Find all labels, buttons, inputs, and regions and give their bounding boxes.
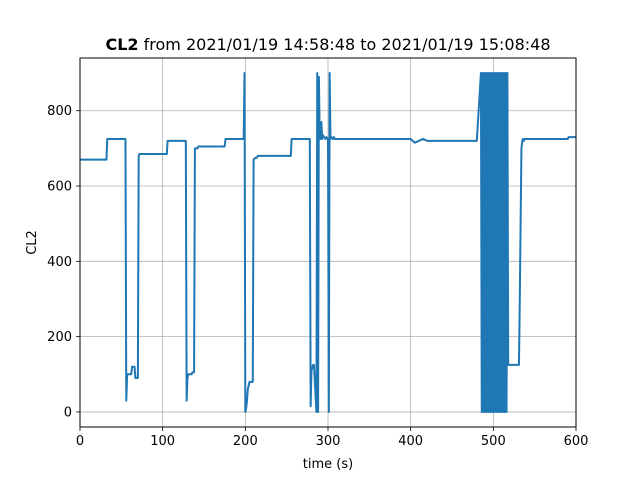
y-tick-label: 600	[47, 180, 72, 195]
x-axis-label: time (s)	[303, 457, 353, 472]
x-tick-label: 0	[76, 434, 84, 449]
chart-title-rest: from 2021/01/19 14:58:48 to 2021/01/19 1…	[139, 35, 551, 54]
chart-title: CL2 from 2021/01/19 14:58:48 to 2021/01/…	[105, 35, 550, 54]
x-tick-label: 100	[150, 434, 175, 449]
y-axis-label: CL2	[25, 230, 40, 255]
y-tick-label: 800	[47, 104, 72, 119]
chart-title-bold: CL2	[105, 35, 138, 54]
x-tick-label: 300	[316, 434, 341, 449]
series-line	[80, 72, 576, 413]
x-tick-label: 500	[481, 434, 506, 449]
x-tick-label: 400	[398, 434, 423, 449]
x-tick-label: 200	[233, 434, 258, 449]
y-tick-label: 200	[47, 330, 72, 345]
y-tick-label: 0	[64, 405, 72, 420]
ticks: 0 100 200 300 400 500 600 0 200 400 600 800	[47, 104, 588, 449]
x-tick-label: 600	[564, 434, 589, 449]
y-tick-label: 400	[47, 255, 72, 270]
plot-lines	[80, 72, 576, 413]
